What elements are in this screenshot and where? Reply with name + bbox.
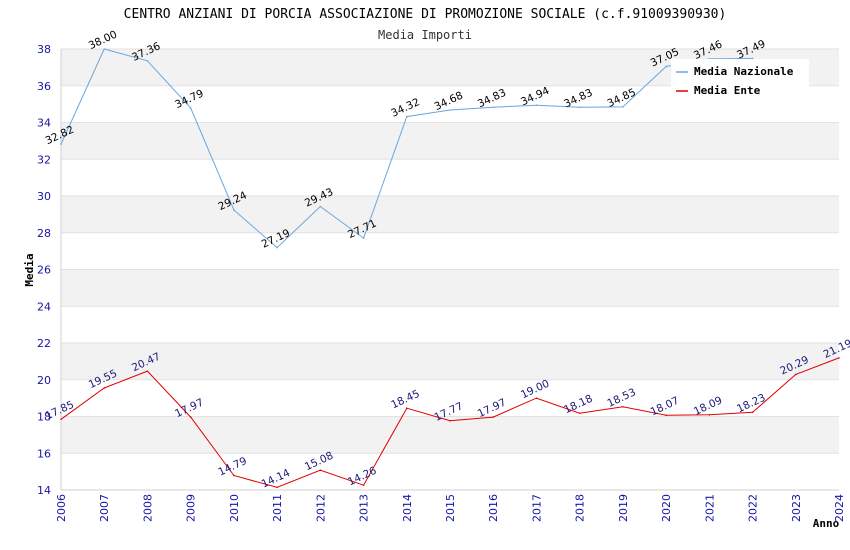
data-point-media-nazionale [103, 48, 106, 50]
plot-band [61, 269, 839, 307]
data-point-media-ente [233, 474, 235, 477]
x-tick-label: 2013 [358, 494, 371, 522]
data-point-media-nazionale [362, 237, 365, 239]
x-tick-label: 2023 [790, 494, 803, 522]
data-point-media-ente [319, 469, 322, 471]
x-tick-label: 2022 [747, 494, 760, 522]
data-point-media-nazionale [233, 209, 235, 211]
x-tick-label: 2010 [228, 494, 241, 522]
data-point-media-ente [60, 418, 62, 421]
data-point-media-ente [449, 419, 451, 422]
legend-box [671, 59, 809, 101]
series-lines [60, 48, 840, 489]
data-point-media-nazionale [189, 107, 192, 109]
data-point-media-nazionale [665, 65, 667, 68]
x-tick-label: 2011 [271, 494, 284, 522]
y-axis-ticks: 14 16 18 20 22 24 26 28 30 32 34 36 38 [37, 43, 51, 497]
data-point-media-ente [492, 416, 495, 418]
x-tick-label: 2012 [314, 494, 327, 522]
x-tick-label: 2018 [574, 494, 587, 522]
data-point-media-ente [189, 416, 192, 418]
data-point-media-nazionale [60, 143, 62, 145]
x-tick-label: 2008 [141, 494, 154, 522]
data-point-media-nazionale [751, 57, 754, 60]
y-tick-label: 24 [37, 300, 51, 313]
y-tick-label: 20 [37, 374, 51, 387]
data-point-media-nazionale [405, 115, 408, 118]
y-tick-label: 18 [37, 411, 51, 424]
legend-label-media-nazionale: Media Nazionale [694, 65, 794, 78]
x-tick-label: 2009 [185, 494, 198, 522]
plot-band [61, 379, 839, 417]
data-point-media-ente [838, 357, 840, 359]
data-point-media-ente [794, 373, 797, 376]
x-tick-label: 2020 [660, 494, 673, 522]
data-point-media-ente [665, 414, 667, 417]
data-point-media-nazionale [146, 59, 149, 62]
legend: Media Nazionale Media Ente [671, 59, 809, 101]
plot-band [61, 453, 839, 490]
data-point-media-ente [578, 412, 581, 414]
x-tick-label: 2015 [444, 494, 457, 522]
chart-title: CENTRO ANZIANI DI PORCIA ASSOCIAZIONE DI… [124, 7, 727, 22]
y-tick-label: 34 [37, 117, 51, 130]
y-tick-label: 22 [37, 337, 51, 350]
data-point-media-ente [751, 411, 754, 414]
data-point-media-ente [708, 414, 711, 416]
x-axis-title: Anno [813, 517, 840, 530]
plot-background-bands [61, 49, 839, 490]
x-tick-label: 2006 [55, 494, 68, 522]
y-tick-label: 32 [37, 153, 51, 166]
x-tick-label: 2016 [487, 494, 500, 522]
y-tick-label: 28 [37, 227, 51, 240]
x-axis-ticks: 2006 2007 2008 2009 2010 2011 2012 2013 2014 2015… [55, 494, 846, 522]
y-tick-label: 38 [37, 43, 51, 56]
x-tick-label: 2007 [98, 494, 111, 522]
plot-band [61, 232, 839, 270]
y-tick-label: 14 [37, 484, 51, 497]
y-tick-label: 30 [37, 190, 51, 203]
x-tick-label: 2019 [617, 494, 630, 522]
data-point-media-nazionale [276, 246, 278, 249]
data-point-media-ente [405, 407, 408, 410]
plot-band [61, 159, 839, 196]
data-point-media-ente [103, 387, 106, 389]
data-point-media-ente [362, 484, 365, 487]
gridlines [60, 48, 839, 491]
data-point-media-nazionale [492, 106, 495, 109]
x-tick-label: 2014 [401, 494, 414, 522]
data-point-media-ente [276, 486, 278, 489]
data-point-media-nazionale [578, 106, 581, 109]
plot-band [61, 343, 839, 380]
plot-band [61, 122, 839, 160]
x-tick-label: 2024 [833, 494, 846, 522]
data-point-media-ente [535, 397, 538, 399]
plot-band [61, 196, 839, 233]
data-point-media-ente [622, 405, 624, 408]
y-tick-label: 16 [37, 447, 51, 460]
data-point-media-nazionale [622, 106, 624, 108]
plot-band [61, 416, 839, 454]
data-point-media-nazionale [319, 205, 322, 208]
y-axis-title: Media [23, 253, 36, 286]
data-point-media-nazionale [535, 104, 538, 107]
chart-subtitle: Media Importi [378, 28, 472, 42]
legend-label-media-ente: Media Ente [694, 84, 761, 97]
y-tick-label: 26 [37, 264, 51, 277]
x-tick-label: 2021 [703, 494, 716, 522]
data-point-media-ente [146, 370, 149, 372]
data-point-media-nazionale [449, 109, 451, 111]
y-tick-label: 36 [37, 80, 51, 93]
plot-band [61, 306, 839, 343]
x-tick-label: 2017 [530, 494, 543, 522]
